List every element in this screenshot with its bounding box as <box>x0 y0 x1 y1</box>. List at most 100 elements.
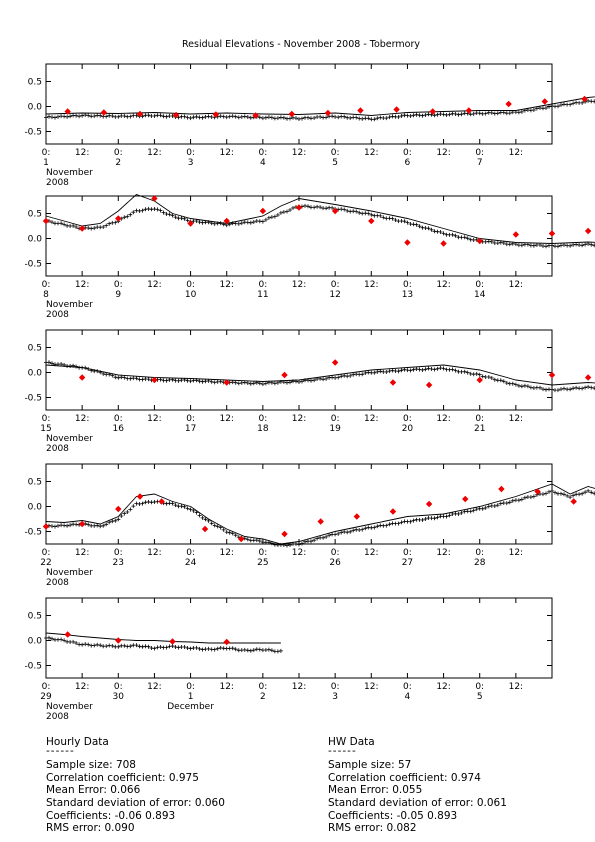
x-hour-label: 0: <box>258 682 267 692</box>
hw-residual-marker <box>331 359 339 366</box>
hourly-stats: Hourly Data ------ Sample size: 708 Corr… <box>46 736 225 835</box>
x-hour-label: 12: <box>75 148 89 158</box>
observed-residual-line <box>45 364 595 386</box>
x-hour-label: 0: <box>475 148 484 158</box>
x-month-label: November <box>46 168 93 178</box>
hw-residual-marker <box>584 374 592 381</box>
x-hour-label: 12: <box>219 682 233 692</box>
hw-residual-marker <box>548 371 556 379</box>
x-day-label: 8 <box>43 290 49 300</box>
hw-residual-marker <box>476 237 483 245</box>
hw-residual-marker <box>223 379 230 386</box>
x-hour-label: 12: <box>219 280 233 290</box>
hw-residual-marker <box>78 225 86 232</box>
panel-frame <box>45 463 553 545</box>
x-hour-label: 0: <box>403 682 412 692</box>
hw-residual-marker <box>581 95 588 103</box>
hw-residual-marker <box>115 505 122 513</box>
hourly-mean-error: Mean Error: 0.066 <box>46 784 141 797</box>
x-hour-label: 0: <box>258 548 267 558</box>
hw-residual-marker <box>425 500 433 508</box>
x-day-label: 13 <box>402 290 413 300</box>
x-day-label: 24 <box>185 558 197 568</box>
x-hour-label: 0: <box>475 548 484 558</box>
hw-residual-marker <box>440 240 447 247</box>
x-day-label: 19 <box>329 424 341 434</box>
chart-title: Residual Elevations - November 2008 - To… <box>182 39 420 50</box>
y-tick-label: 0.0 <box>28 235 43 245</box>
x-day-label: 29 <box>40 692 52 702</box>
hw-residual-marker <box>462 495 469 503</box>
hw-residual-marker <box>331 207 339 215</box>
x-hour-label: 0: <box>258 280 267 290</box>
hw-residual-marker <box>404 239 411 246</box>
x-hour-label: 12: <box>436 280 450 290</box>
hw-residual-marker <box>465 107 473 114</box>
y-tick-label: 0.5 <box>28 78 42 88</box>
x-hour-label: 0: <box>475 280 484 290</box>
observed-residual-line <box>45 193 595 244</box>
hw-residual-marker <box>115 215 122 222</box>
x-hour-label: 0: <box>331 280 340 290</box>
x-day-label: 4 <box>260 158 266 168</box>
hw-residual-marker <box>389 508 397 515</box>
hw-residual-marker <box>169 638 176 645</box>
x-day-label: 26 <box>329 558 341 568</box>
x-hour-label: 0: <box>186 682 195 692</box>
y-tick-label: -0.5 <box>24 528 42 538</box>
hw-residual-marker <box>281 371 288 379</box>
hw-residual-marker <box>368 217 375 225</box>
predicted-residual-markers <box>44 635 283 654</box>
predicted-residual-markers <box>44 360 595 393</box>
x-hour-label: 12: <box>219 414 233 424</box>
hw-residual-marker <box>136 493 144 500</box>
x-hour-label: 12: <box>364 682 378 692</box>
hw-residual-marker <box>353 513 361 520</box>
x-hour-label: 12: <box>509 148 523 158</box>
x-year-label: 2008 <box>46 178 69 188</box>
x-hour-label: 12: <box>436 414 450 424</box>
hw-residual-marker <box>324 109 332 117</box>
x-hour-label: 12: <box>364 548 378 558</box>
y-tick-label: 0.0 <box>28 103 43 113</box>
x-hour-label: 0: <box>258 148 267 158</box>
y-tick-label: -0.5 <box>24 662 42 672</box>
x-day-label: 20 <box>402 424 414 434</box>
hw-coefficients: Coefficients: -0.05 0.893 <box>328 809 458 822</box>
y-tick-label: 0.0 <box>28 503 43 513</box>
x-hour-label: 0: <box>331 148 340 158</box>
x-hour-label: 12: <box>436 548 450 558</box>
hw-residual-marker <box>570 498 577 505</box>
hw-residual-marker <box>78 520 86 528</box>
hw-residual-marker <box>42 523 50 530</box>
hw-rms-error: RMS error: 0.082 <box>328 822 417 835</box>
x-day-label: 2 <box>115 158 121 168</box>
hw-residual-marker <box>389 379 397 386</box>
observed-residual-line <box>45 483 595 545</box>
panel-frame <box>45 63 553 145</box>
predicted-residual-markers <box>44 98 595 122</box>
y-tick-label: -0.5 <box>24 128 42 138</box>
x-hour-label: 0: <box>114 148 123 158</box>
x-hour-label: 0: <box>475 414 484 424</box>
hw-sample-size: Sample size: 57 <box>328 759 412 772</box>
hw-correlation: Correlation coefficient: 0.974 <box>328 771 481 784</box>
x-hour-label: 12: <box>147 148 161 158</box>
x-day-label: 2 <box>260 692 266 702</box>
hw-residual-marker <box>288 110 295 118</box>
hw-residual-marker <box>317 518 324 525</box>
x-day-label: 4 <box>405 692 411 702</box>
x-day-label: 10 <box>185 290 197 300</box>
hw-residual-marker <box>534 488 541 495</box>
x-hour-label: 0: <box>475 682 484 692</box>
x-day-label: 3 <box>332 692 338 702</box>
y-tick-label: 0.5 <box>28 478 42 488</box>
x-hour-label: 12: <box>147 280 161 290</box>
x-hour-label: 12: <box>509 548 523 558</box>
hw-residual-marker <box>136 110 144 118</box>
y-tick-label: 0.0 <box>28 637 43 647</box>
hourly-sample-size: Sample size: 708 <box>46 759 136 772</box>
x-day-label: 11 <box>257 290 268 300</box>
y-tick-label: 0.0 <box>28 369 43 379</box>
